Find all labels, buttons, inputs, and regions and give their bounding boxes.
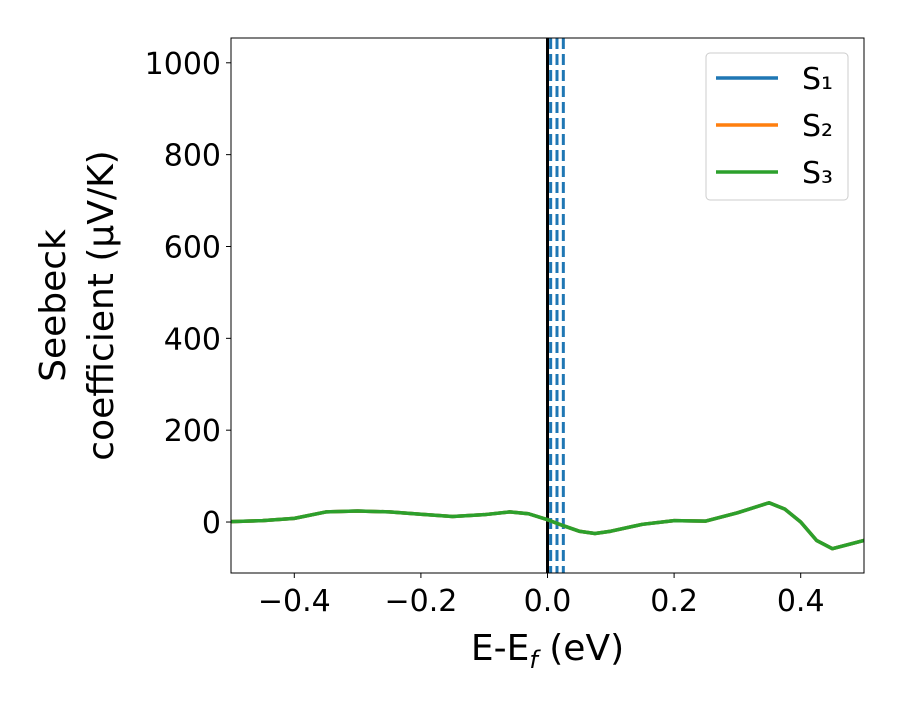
y-axis-label: Seebeck — [33, 229, 74, 382]
legend-label: S₁ — [802, 62, 833, 97]
y-tick-label: 1000 — [145, 47, 221, 82]
x-axis-label-part: (eV) — [538, 628, 624, 669]
y-axis-label: coefficient (μV/K) — [81, 150, 122, 460]
x-axis-label: E-Ef (eV) — [471, 628, 624, 674]
x-tick-label: −0.4 — [258, 584, 331, 619]
x-tick-label: 0.0 — [524, 584, 572, 619]
y-tick-label: 200 — [164, 414, 221, 449]
x-axis-label-part: E-E — [471, 628, 529, 669]
x-tick-label: −0.2 — [384, 584, 457, 619]
y-tick-label: 800 — [164, 139, 221, 174]
legend-label: S₃ — [802, 156, 833, 191]
y-tick-label: 600 — [164, 230, 221, 265]
legend-label: S₂ — [802, 109, 833, 144]
y-tick-label: 400 — [164, 322, 221, 357]
line-series — [231, 500, 864, 551]
x-tick-label: 0.4 — [777, 584, 825, 619]
x-tick-label: 0.2 — [650, 584, 698, 619]
y-tick-label: 0 — [202, 506, 221, 541]
plot-area — [231, 38, 864, 573]
